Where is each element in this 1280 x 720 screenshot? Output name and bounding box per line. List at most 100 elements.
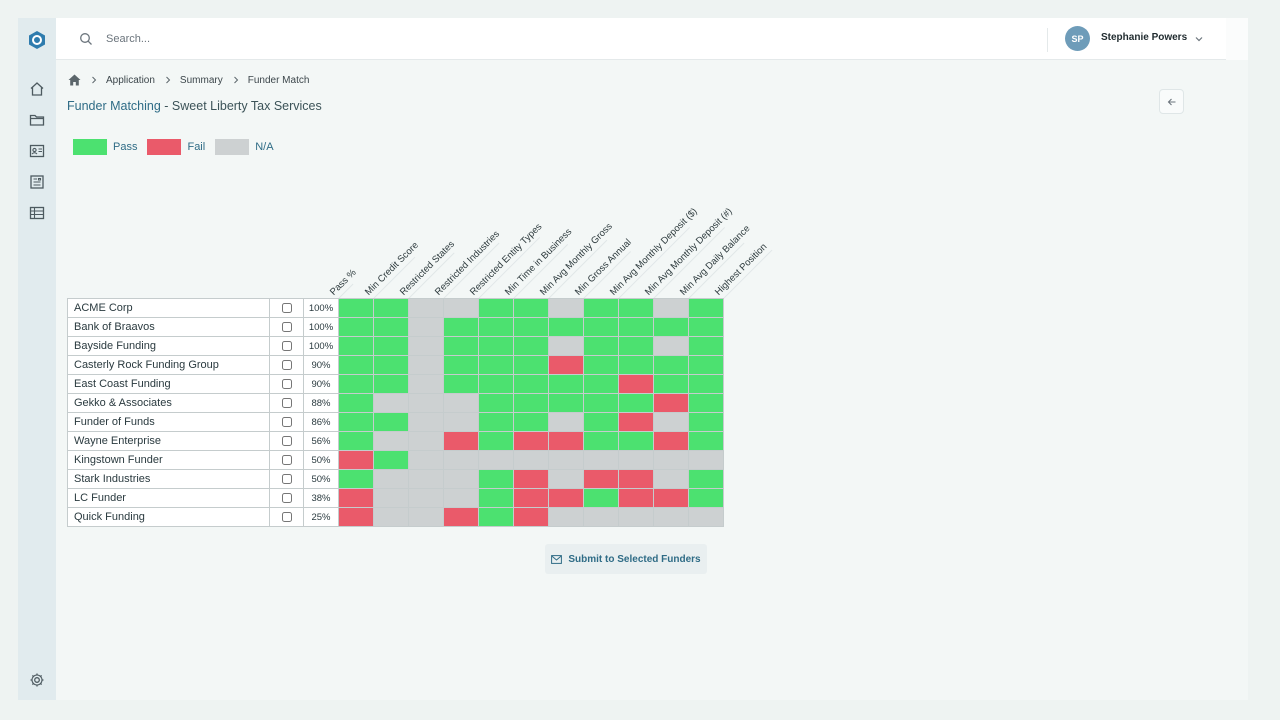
- criteria-result-pass: [618, 336, 654, 356]
- mail-icon: [551, 554, 563, 564]
- select-funder-checkbox[interactable]: [281, 416, 292, 427]
- criteria-result-fail: [513, 431, 549, 451]
- table-icon[interactable]: [29, 205, 45, 221]
- criteria-result-pass: [688, 374, 724, 394]
- criteria-result-na: [478, 450, 514, 470]
- back-button[interactable]: [1159, 89, 1184, 114]
- criteria-result-na: [548, 412, 584, 432]
- criteria-result-fail: [513, 469, 549, 489]
- pass-percent: 56%: [303, 431, 339, 451]
- page-title-sub: Sweet Liberty Tax Services: [171, 99, 322, 113]
- criteria-result-na: [408, 355, 444, 375]
- submit-label: Submit to Selected Funders: [568, 553, 701, 565]
- criteria-result-pass: [583, 393, 619, 413]
- criteria-result-na: [408, 298, 444, 318]
- criteria-result-na: [618, 507, 654, 527]
- funder-match-grid: ACME Corp 100% Bank of Braavos 100% Bayside …: [67, 298, 724, 527]
- criteria-result-pass: [338, 393, 374, 413]
- search-input[interactable]: [106, 30, 406, 48]
- arrow-left-icon: [1167, 98, 1175, 105]
- breadcrumb-summary[interactable]: Summary: [179, 74, 223, 86]
- pass-percent: 90%: [303, 374, 339, 394]
- legend-fail-label: Fail: [187, 141, 206, 153]
- contacts-card-icon[interactable]: [29, 143, 45, 159]
- criteria-result-pass: [688, 298, 724, 318]
- criteria-result-fail: [618, 469, 654, 489]
- select-funder-checkbox[interactable]: [281, 302, 292, 313]
- select-funder-checkbox[interactable]: [281, 435, 292, 446]
- criteria-result-na: [548, 450, 584, 470]
- select-funder-checkbox[interactable]: [281, 511, 292, 522]
- criteria-result-pass: [338, 298, 374, 318]
- criteria-result-pass: [338, 431, 374, 451]
- criteria-result-pass: [583, 336, 619, 356]
- select-funder-checkbox[interactable]: [281, 340, 292, 351]
- chevron-down-icon[interactable]: [1194, 34, 1204, 44]
- criteria-result-fail: [513, 507, 549, 527]
- criteria-result-pass: [338, 374, 374, 394]
- criteria-result-pass: [338, 355, 374, 375]
- criteria-result-pass: [618, 393, 654, 413]
- criteria-result-pass: [478, 488, 514, 508]
- criteria-result-na: [548, 469, 584, 489]
- user-name[interactable]: Stephanie Powers: [1101, 32, 1188, 43]
- chevron-right-icon: [92, 76, 97, 84]
- criteria-result-na: [373, 393, 409, 413]
- table-row: Kingstown Funder 50%: [67, 450, 724, 470]
- funder-name: Kingstown Funder: [67, 450, 270, 470]
- criteria-result-pass: [548, 374, 584, 394]
- home-icon[interactable]: [29, 81, 45, 97]
- table-row: Bank of Braavos 100%: [67, 317, 724, 337]
- funder-name: LC Funder: [67, 488, 270, 508]
- criteria-result-na: [443, 469, 479, 489]
- folder-icon[interactable]: [29, 112, 45, 128]
- table-row: Casterly Rock Funding Group 90%: [67, 355, 724, 375]
- criteria-result-pass: [513, 355, 549, 375]
- criteria-result-pass: [478, 469, 514, 489]
- breadcrumb-application[interactable]: Application: [106, 74, 155, 86]
- pass-percent: 90%: [303, 355, 339, 375]
- criteria-result-na: [653, 412, 689, 432]
- gear-icon[interactable]: [29, 672, 45, 688]
- criteria-result-fail: [338, 488, 374, 508]
- criteria-result-fail: [548, 355, 584, 375]
- select-funder-checkbox[interactable]: [281, 397, 292, 408]
- criteria-result-na: [408, 488, 444, 508]
- pass-percent: 50%: [303, 469, 339, 489]
- criteria-result-pass: [478, 374, 514, 394]
- select-funder-checkbox[interactable]: [281, 492, 292, 503]
- document-list-icon[interactable]: [29, 174, 45, 190]
- criteria-result-na: [408, 431, 444, 451]
- app-logo-icon[interactable]: [27, 30, 47, 50]
- table-row: Gekko & Associates 88%: [67, 393, 724, 413]
- select-funder-checkbox[interactable]: [281, 359, 292, 370]
- criteria-result-pass: [478, 393, 514, 413]
- select-funder-checkbox[interactable]: [281, 473, 292, 484]
- criteria-result-pass: [583, 355, 619, 375]
- select-cell: [269, 431, 304, 451]
- header-divider: [1047, 28, 1048, 52]
- submit-to-selected-funders-button[interactable]: Submit to Selected Funders: [545, 544, 707, 574]
- avatar[interactable]: SP: [1065, 26, 1090, 51]
- main-area: SP Stephanie Powers Application Summary …: [56, 18, 1248, 700]
- home-icon[interactable]: [68, 74, 81, 86]
- criteria-result-na: [618, 450, 654, 470]
- criteria-result-fail: [513, 488, 549, 508]
- select-funder-checkbox[interactable]: [281, 454, 292, 465]
- criteria-result-na: [373, 507, 409, 527]
- select-cell: [269, 450, 304, 470]
- select-funder-checkbox[interactable]: [281, 378, 292, 389]
- criteria-result-pass: [653, 355, 689, 375]
- select-funder-checkbox[interactable]: [281, 321, 292, 332]
- select-cell: [269, 298, 304, 318]
- criteria-result-na: [653, 507, 689, 527]
- criteria-result-na: [653, 336, 689, 356]
- criteria-result-pass: [548, 317, 584, 337]
- page-title-separator: -: [160, 99, 172, 113]
- pass-percent: 88%: [303, 393, 339, 413]
- criteria-result-na: [583, 450, 619, 470]
- sidebar: [18, 18, 56, 700]
- criteria-result-pass: [653, 374, 689, 394]
- criteria-result-pass: [688, 431, 724, 451]
- select-cell: [269, 336, 304, 356]
